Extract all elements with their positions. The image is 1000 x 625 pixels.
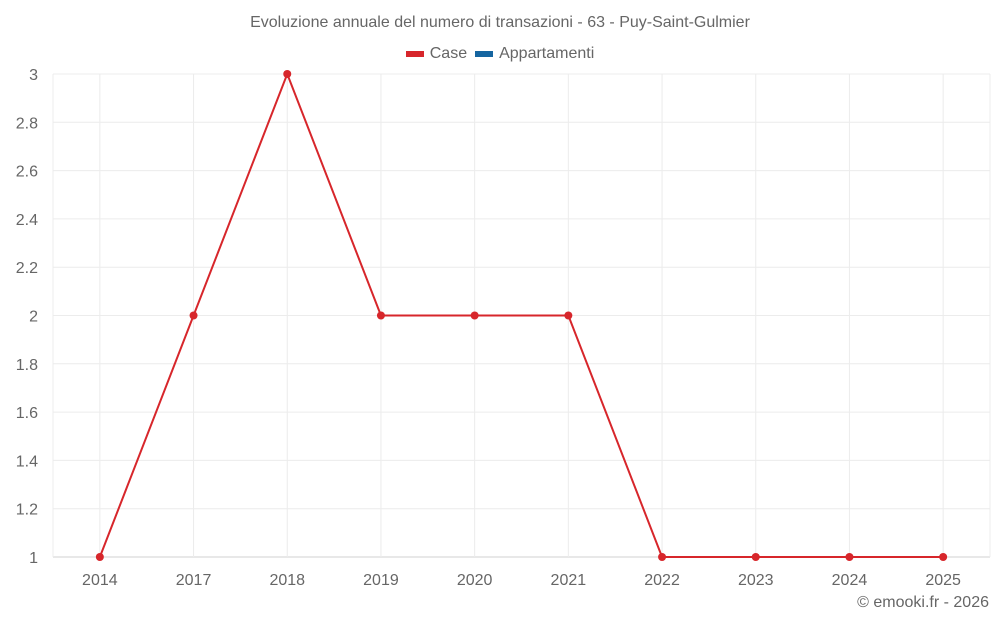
y-tick-label: 2.6 <box>16 164 38 181</box>
data-point[interactable] <box>939 553 948 561</box>
x-tick-label: 2023 <box>738 572 774 589</box>
x-axis: 2014 2017 2018 2019 2020 2021 2022 2023 2024 2025 <box>82 572 961 589</box>
data-point[interactable] <box>95 553 104 561</box>
x-tick-label: 2020 <box>457 572 493 589</box>
x-tick-label: 2021 <box>551 572 587 589</box>
x-tick-label: 2014 <box>82 572 118 589</box>
data-point[interactable] <box>376 311 385 320</box>
data-point[interactable] <box>564 311 573 320</box>
y-tick-label: 2.4 <box>16 212 38 229</box>
x-tick-label: 2019 <box>363 572 399 589</box>
y-axis: 1 1.2 1.4 1.6 1.8 2 2.2 2.4 2.6 2.8 3 <box>16 67 38 567</box>
legend-label-case: Case <box>429 45 468 62</box>
y-tick-label: 3 <box>29 67 38 84</box>
y-tick-label: 1 <box>29 550 38 567</box>
data-point[interactable] <box>751 553 760 561</box>
copyright-credit: © emooki.fr - 2026 <box>857 594 989 611</box>
x-tick-label: 2017 <box>176 572 212 589</box>
x-tick-label: 2022 <box>644 572 680 589</box>
y-tick-label: 1.2 <box>16 502 38 519</box>
legend-item-case[interactable]: Case <box>405 45 468 63</box>
x-tick-label: 2024 <box>832 572 868 589</box>
data-point[interactable] <box>845 553 854 561</box>
legend-swatch-case <box>405 51 424 57</box>
data-point[interactable] <box>658 553 667 561</box>
y-tick-label: 2 <box>29 309 38 326</box>
x-tick-label: 2025 <box>925 572 961 589</box>
y-tick-label: 1.4 <box>16 453 38 470</box>
series-case <box>95 70 948 561</box>
legend-swatch-appartamenti <box>475 51 494 57</box>
chart-title: Evoluzione annuale del numero di transaz… <box>250 14 750 31</box>
legend: Case Appartamenti <box>0 45 1000 63</box>
data-point[interactable] <box>189 311 198 320</box>
legend-item-appartamenti[interactable]: Appartamenti <box>475 45 594 63</box>
y-tick-label: 1.8 <box>16 357 38 374</box>
x-tick-label: 2018 <box>269 572 305 589</box>
data-point[interactable] <box>470 311 479 320</box>
y-tick-label: 2.2 <box>16 260 38 277</box>
legend-label-appartamenti: Appartamenti <box>499 45 595 62</box>
y-tick-label: 1.6 <box>16 405 38 422</box>
y-tick-label: 2.8 <box>16 115 38 132</box>
data-point[interactable] <box>283 70 292 78</box>
